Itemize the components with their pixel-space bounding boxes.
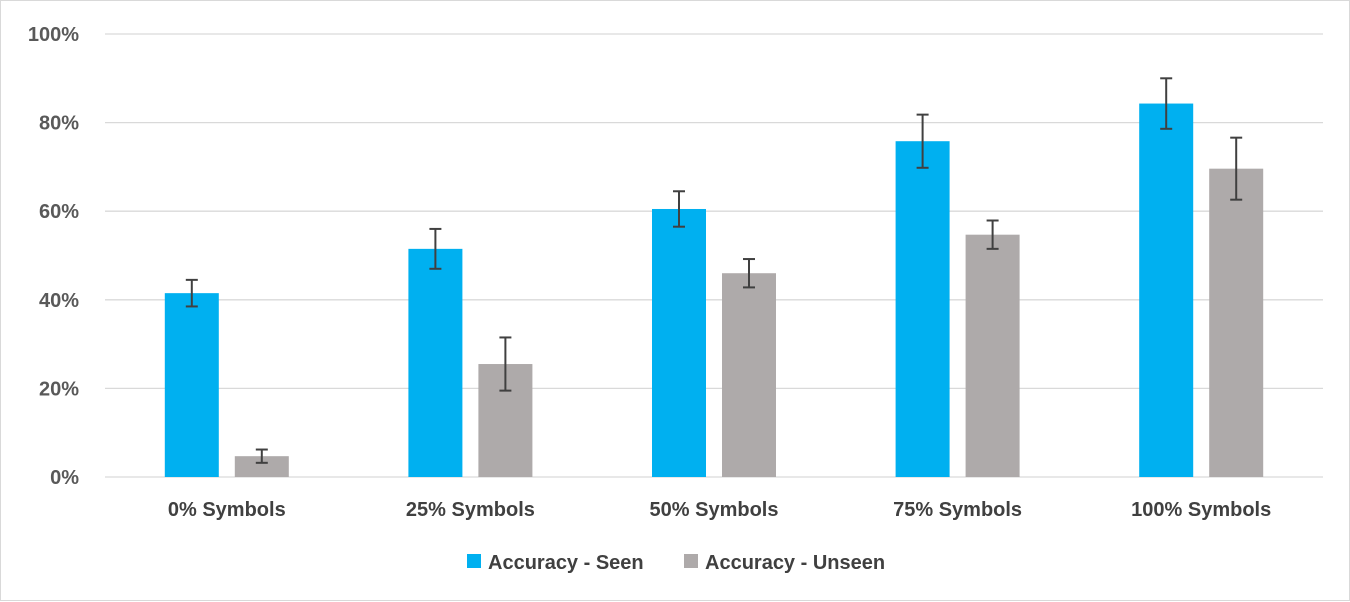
error-bar: [499, 336, 512, 392]
legend-item: Accuracy - Seen: [467, 552, 644, 574]
legend-label: Accuracy - Seen: [488, 552, 644, 574]
bar: [408, 248, 463, 477]
legend-label: Accuracy - Unseen: [705, 552, 885, 574]
bar: [652, 208, 706, 478]
error-bar: [429, 227, 442, 270]
bar: [1209, 168, 1264, 477]
bar: [164, 293, 219, 477]
error-bar: [1230, 136, 1243, 201]
y-tick-label: 80%: [39, 113, 79, 135]
error-bar: [986, 219, 999, 250]
y-tick-label: 0%: [50, 467, 79, 489]
error-bar: [1160, 77, 1173, 130]
bar: [1139, 103, 1194, 478]
x-category-label: 75% Symbols: [893, 499, 1022, 521]
legend-swatch: [684, 554, 698, 568]
error-bar: [673, 190, 685, 228]
error-bar: [185, 278, 198, 308]
error-bars: [185, 77, 1243, 464]
x-category-label: 0% Symbols: [168, 499, 286, 521]
y-axis-tick-labels: 0% 20% 40% 60% 80% 100%: [28, 24, 79, 489]
error-bar: [916, 113, 929, 169]
y-tick-label: 40%: [39, 290, 79, 312]
x-category-label: 50% Symbols: [650, 499, 779, 521]
bar: [722, 273, 776, 477]
legend: Accuracy - Seen Accuracy - Unseen: [467, 552, 885, 574]
error-bar: [255, 448, 268, 464]
bar: [234, 456, 289, 477]
bar: [965, 234, 1020, 477]
bar: [895, 141, 950, 477]
bars: [164, 103, 1264, 478]
x-category-label: 25% Symbols: [406, 499, 535, 521]
error-bar: [743, 258, 755, 289]
legend-swatch: [467, 554, 481, 568]
gridlines: [105, 33, 1323, 478]
y-tick-label: 20%: [39, 378, 79, 400]
legend-item: Accuracy - Unseen: [684, 552, 885, 574]
x-axis-category-labels: 0% Symbols 25% Symbols 50% Symbols 75% Symb…: [168, 499, 1271, 521]
x-category-label: 100% Symbols: [1131, 499, 1271, 521]
y-tick-label: 100%: [28, 24, 79, 46]
y-tick-label: 60%: [39, 201, 79, 223]
